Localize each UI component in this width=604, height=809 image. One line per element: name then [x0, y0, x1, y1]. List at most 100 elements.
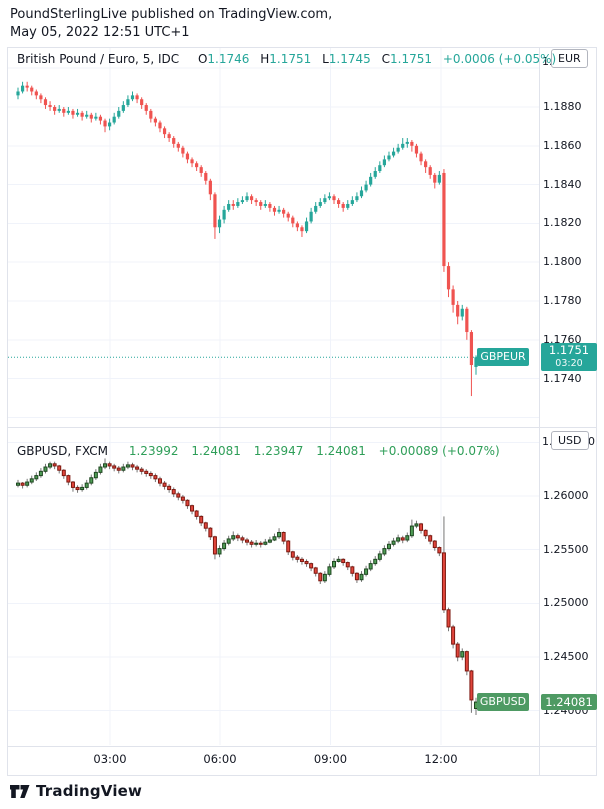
candle-body [240, 537, 245, 541]
candle-body [464, 651, 469, 672]
candle-body [400, 537, 405, 541]
candle-body [387, 155, 391, 160]
candle-body [391, 151, 396, 156]
candle-body [185, 499, 190, 507]
pane-divider[interactable] [7, 427, 597, 428]
candle-body [432, 540, 437, 549]
candle-body [126, 99, 130, 106]
legend-gbpeur-title[interactable]: British Pound / Euro, 5, IDC [17, 52, 180, 66]
candle-body [112, 116, 116, 123]
gbpeur-chart-pane[interactable] [8, 48, 539, 427]
candle-body [217, 548, 222, 555]
candle-body [16, 91, 20, 96]
candle-body [231, 204, 235, 206]
candle-body [121, 105, 125, 111]
legend-gbpeur: British Pound / Euro, 5, IDC O1.1746 H1.… [17, 52, 556, 66]
legend-open-value: 1.1746 [207, 52, 250, 66]
candle-body [268, 204, 272, 208]
candle-body [291, 217, 295, 224]
candle-body [350, 200, 354, 204]
candle-body [286, 540, 291, 553]
price-axis-label: 1.1840 [543, 177, 582, 191]
candle-body [112, 465, 117, 469]
eur-axis-partial-label: 1. [542, 55, 553, 68]
eur-currency-button[interactable]: EUR [551, 49, 588, 68]
candle-body [272, 536, 277, 541]
candle-body [157, 478, 162, 484]
candle-body [382, 548, 387, 555]
candle-body [322, 573, 327, 582]
price-axis-label: 1.24500 [543, 649, 589, 663]
candle-body [405, 535, 410, 541]
candle-body [213, 194, 217, 228]
tradingview-attribution[interactable]: TradingView [10, 782, 142, 800]
candle-body [25, 85, 29, 88]
gbpusd-chart-pane[interactable] [8, 428, 539, 745]
candle-body [48, 105, 52, 107]
candle-body [203, 522, 208, 529]
gbpeur-symbol-badge: GBPEUR [477, 348, 529, 366]
legend-high-value: 1.24081 [191, 444, 241, 458]
candle-body [346, 204, 350, 208]
candle-body [199, 167, 203, 173]
price-axis-label: 1.1800 [543, 255, 582, 269]
candle-body [153, 475, 158, 480]
gbpusd-price-tag: 1.24081 [541, 694, 597, 710]
candle-body [231, 535, 236, 540]
publish-header: PoundSterlingLive published on TradingVi… [10, 6, 332, 42]
candle-body [185, 153, 190, 160]
candle-body [194, 510, 199, 517]
candle-body [309, 211, 313, 222]
candle-body [249, 196, 254, 201]
candle-body [460, 651, 465, 658]
candle-body [474, 357, 478, 367]
candle-body [140, 99, 144, 106]
candle-body [277, 531, 282, 538]
candle-body [103, 120, 107, 127]
time-axis-label: 12:00 [424, 752, 458, 766]
candle-body [442, 172, 446, 267]
candle-body [89, 477, 94, 484]
candle-body [263, 204, 267, 206]
legend-low-value: 1.23947 [253, 444, 304, 458]
candle-body [460, 308, 464, 317]
candle-body [410, 141, 414, 146]
candle-body [341, 558, 346, 564]
candle-body [419, 523, 424, 531]
candle-body [20, 482, 25, 486]
candle-body [130, 95, 135, 100]
candle-body [162, 128, 167, 135]
time-axis-label: 09:00 [313, 752, 348, 766]
candle-body [38, 470, 43, 477]
candle-body [446, 609, 451, 628]
candle-body [382, 159, 386, 166]
candle-body [295, 223, 299, 228]
candle-body [103, 463, 108, 468]
candle-body [245, 539, 249, 543]
legend-low-value: 1.1745 [328, 52, 371, 66]
price-axis-label: 1.26000 [543, 489, 589, 502]
legend-high-value: 1.1751 [269, 52, 312, 66]
candle-body [61, 469, 66, 477]
candle-body [162, 482, 167, 487]
candle-body [75, 112, 80, 115]
tradingview-wordmark: TradingView [36, 782, 143, 800]
candle-body [254, 200, 258, 203]
candle-body [116, 467, 121, 471]
usd-currency-button[interactable]: USD [551, 431, 589, 450]
candle-body [48, 463, 53, 468]
price-axis-label: 1.1760 [543, 332, 582, 346]
price-axis-label: 1.25000 [543, 596, 589, 610]
candle-body [98, 466, 103, 473]
candle-body [208, 527, 213, 538]
candle-body [259, 202, 263, 206]
candle-body [277, 209, 281, 212]
candle-body [75, 486, 80, 491]
legend-gbpusd-title[interactable]: GBPUSD, FXCM [17, 444, 109, 458]
candle-body [281, 531, 286, 542]
candle-body [469, 670, 474, 701]
candle-body [53, 107, 57, 111]
candle-body [282, 209, 286, 214]
candle-body [176, 143, 180, 148]
candle-body [446, 266, 451, 290]
